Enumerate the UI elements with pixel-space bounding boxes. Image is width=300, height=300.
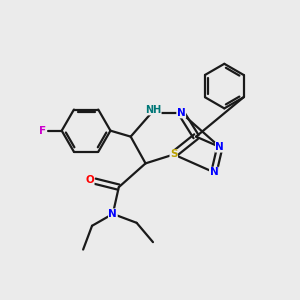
Text: S: S xyxy=(170,149,178,160)
Text: NH: NH xyxy=(145,105,161,115)
Text: N: N xyxy=(177,108,186,118)
Text: O: O xyxy=(85,175,94,185)
Text: N: N xyxy=(209,167,218,177)
Text: N: N xyxy=(109,209,117,219)
Text: N: N xyxy=(215,142,224,152)
Text: F: F xyxy=(39,126,46,136)
